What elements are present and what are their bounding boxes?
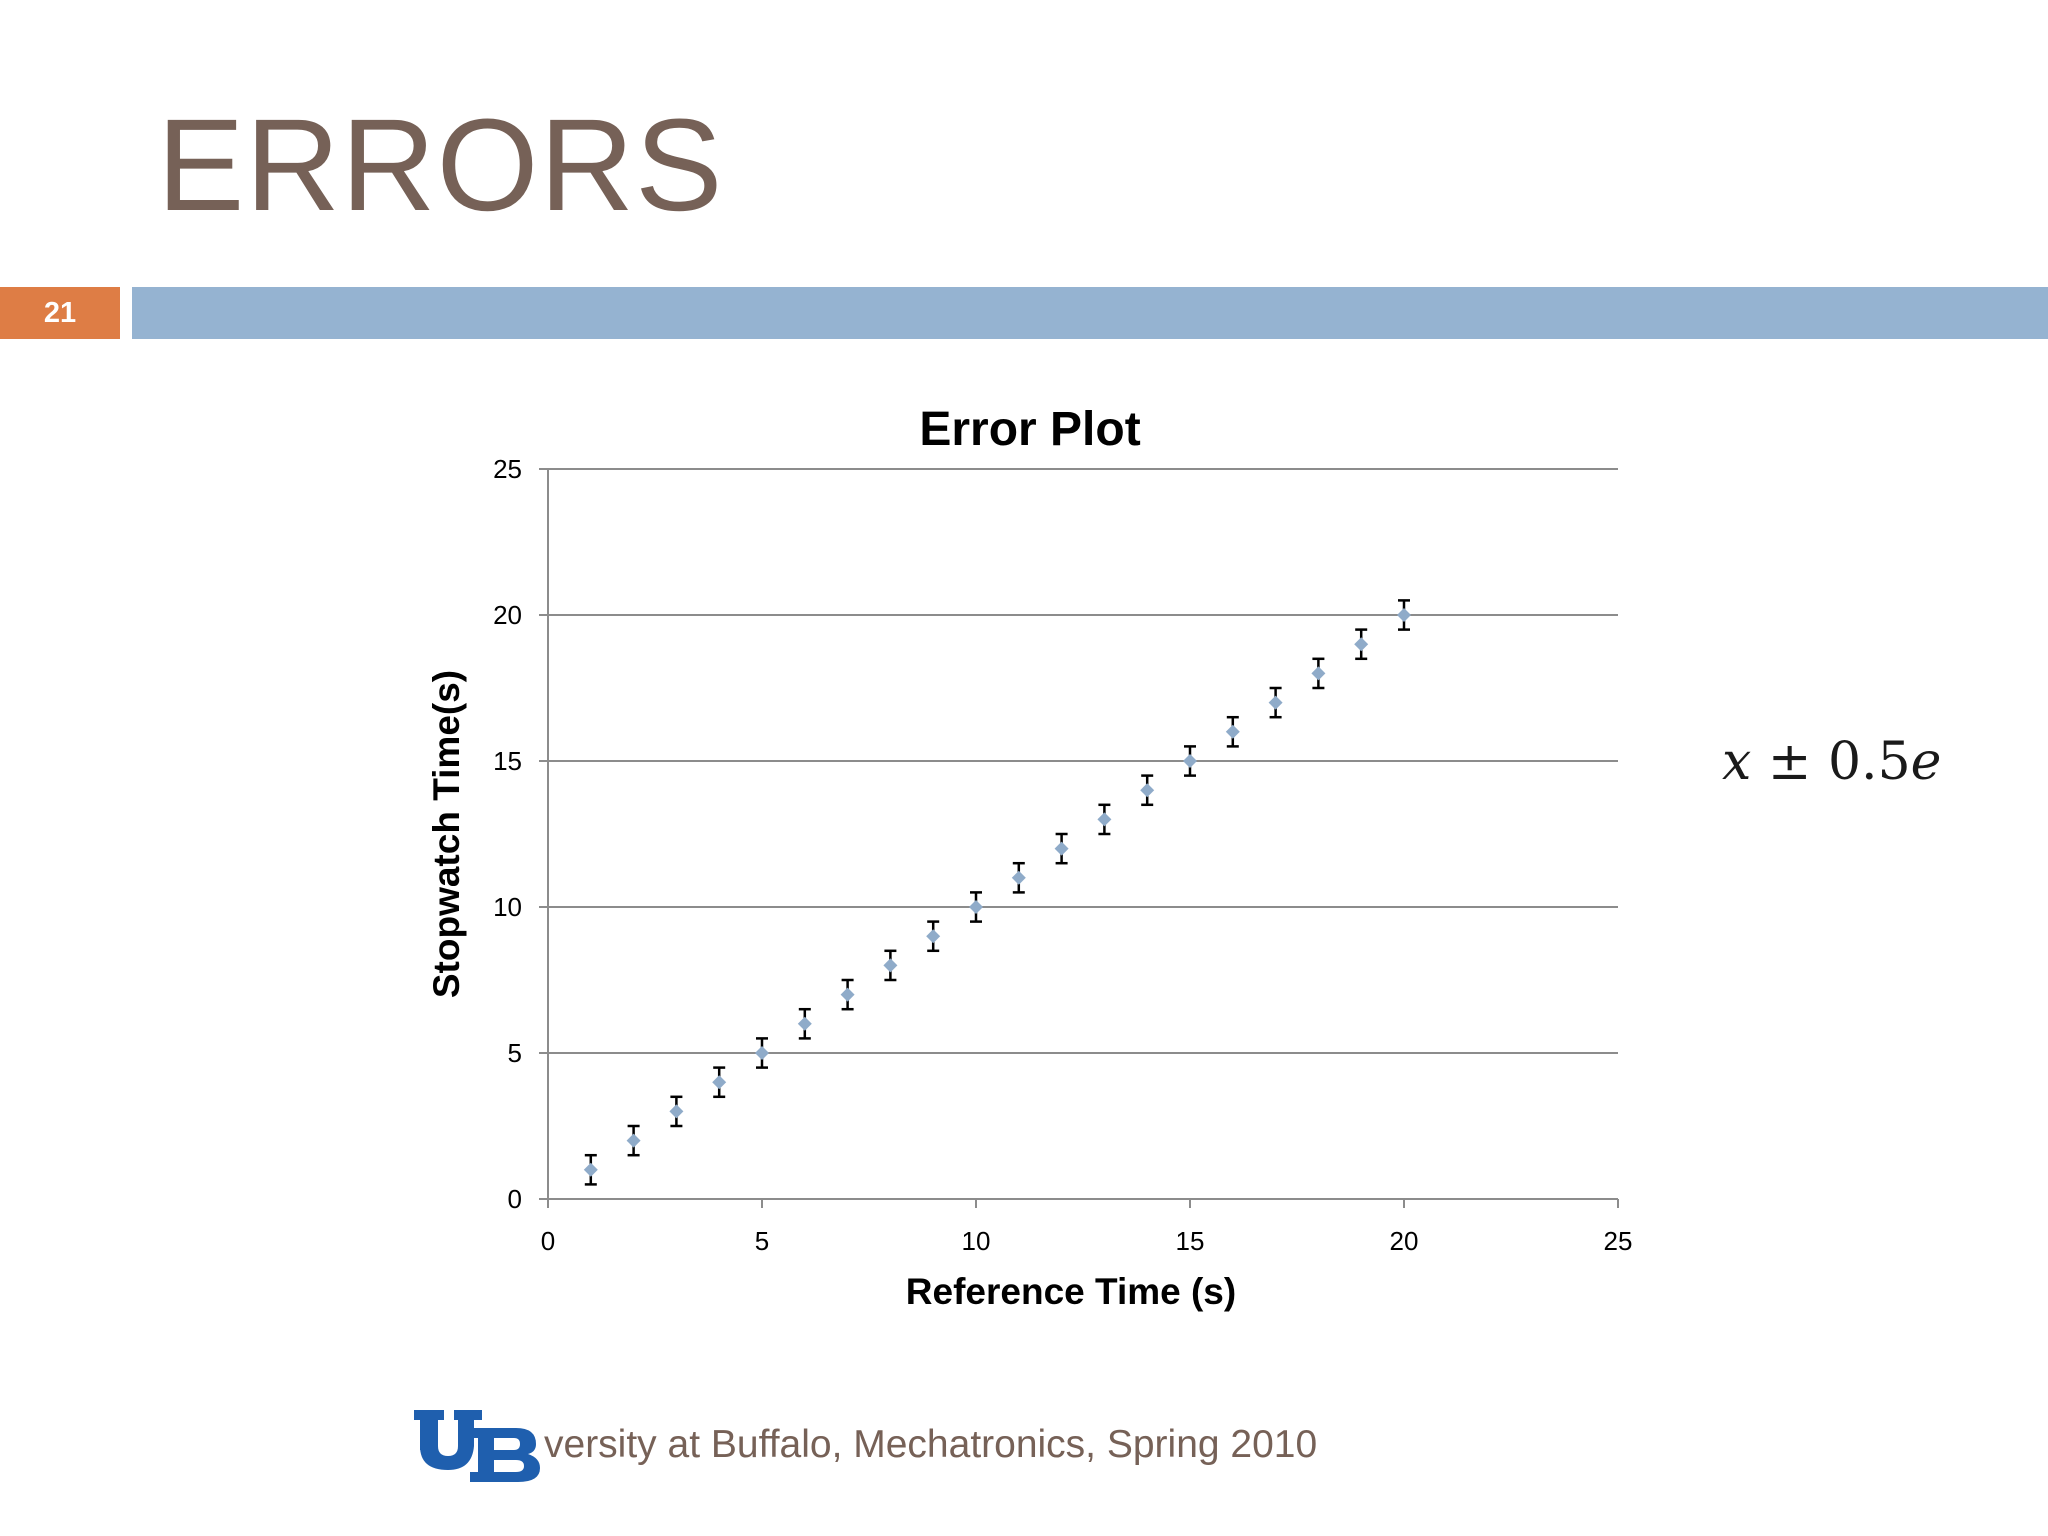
diamond-marker [1183,754,1197,768]
formula-x: x [1722,732,1752,792]
diamond-marker [1225,724,1240,739]
y-tick-label: 15 [493,746,522,776]
diamond-marker [1011,870,1026,885]
diamond-marker [1054,841,1069,856]
data-point [797,1007,812,1040]
data-point [626,1124,641,1157]
axes [539,468,1619,1208]
chart-title: Error Plot [919,403,1140,456]
x-tick-label: 20 [1390,1226,1419,1256]
data-point [1054,832,1069,865]
data-point [883,949,898,982]
y-tick-label: 25 [493,454,522,484]
diamond-marker [883,958,898,973]
diamond-marker [1354,637,1369,652]
formula-coefficient: 0.5 [1827,732,1911,792]
data-point [669,1095,684,1128]
data-point [926,920,941,953]
x-tick-label: 0 [541,1226,555,1256]
tick-labels: 0 5 10 15 20 25 0 5 10 15 20 25 [493,454,1632,1256]
diamond-marker [669,1104,684,1119]
formula-e: e [1910,732,1942,792]
data-point [755,1037,769,1069]
data-point [583,1153,598,1186]
y-tick-label: 10 [493,892,522,922]
data-point [840,978,855,1011]
x-tick-label: 10 [962,1226,991,1256]
data-point [1183,745,1197,777]
data-point [1268,686,1283,719]
data-points [583,599,1411,1186]
y-tick-label: 5 [508,1038,522,1068]
diamond-marker [626,1133,641,1148]
x-tick-label: 25 [1604,1226,1633,1256]
y-tick-label: 20 [493,600,522,630]
data-point [1354,628,1369,661]
formula-plus-minus: ± [1767,732,1812,792]
diamond-marker [1268,695,1283,710]
diamond-marker [1397,608,1411,622]
diamond-marker [1311,666,1326,681]
data-point [1225,715,1240,748]
data-point [1311,657,1326,690]
y-axis-label: Stopwatch Time(s) [426,670,467,998]
data-point [1397,599,1411,631]
diamond-marker [926,929,941,944]
y-tick-label: 0 [508,1184,522,1214]
diamond-marker [1097,812,1112,827]
diamond-marker [583,1162,598,1177]
footer-text: versity at Buffalo, Mechatronics, Spring… [544,1423,1318,1466]
x-axis-label: Reference Time (s) [906,1271,1236,1312]
slide-number-badge: 21 [0,287,120,339]
data-point [1097,803,1112,836]
data-point [1140,774,1155,807]
diamond-marker [969,900,983,914]
grid-lines [548,468,1618,1054]
ub-logo-icon [414,1410,540,1482]
diamond-marker [797,1016,812,1031]
footer: versity at Buffalo, Mechatronics, Spring… [412,1400,1317,1490]
data-point [712,1066,727,1099]
slide-title: ERRORS [157,91,724,238]
data-point [1011,861,1026,894]
header-bar [132,287,2048,339]
x-tick-label: 15 [1176,1226,1205,1256]
diamond-marker [755,1046,769,1060]
error-formula: x ± 0.5e [1722,732,1941,792]
x-tick-label: 5 [755,1226,769,1256]
diamond-marker [1140,783,1155,798]
diamond-marker [712,1075,727,1090]
diamond-marker [840,987,855,1002]
data-point [969,891,983,923]
